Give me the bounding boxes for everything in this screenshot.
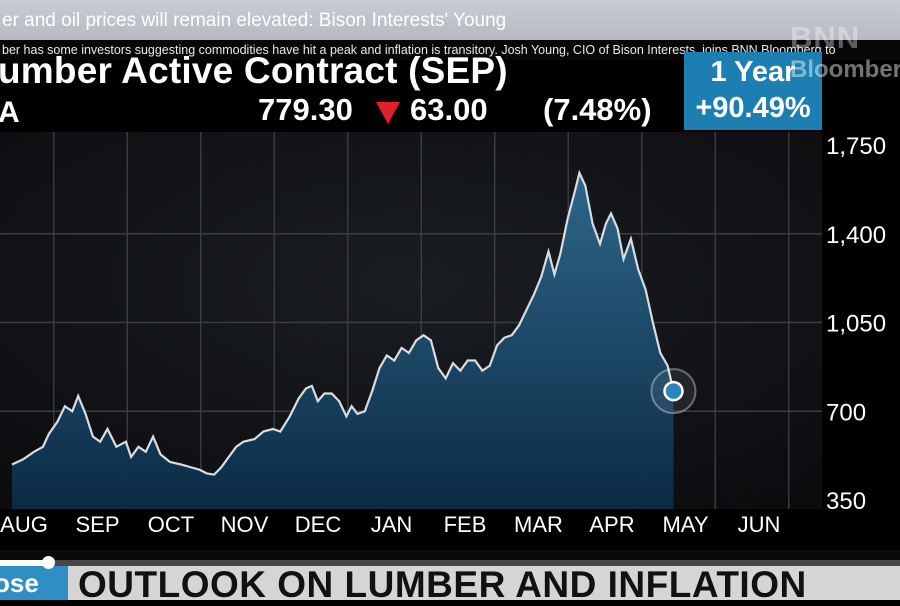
video-title[interactable]: er and oil prices will remain elevated: … [2,10,507,31]
price-change-percent: (7.48%) [543,92,652,127]
x-tick-label: APR [589,512,634,537]
video-title-bar: er and oil prices will remain elevated: … [0,0,900,40]
price-area [12,172,674,509]
lower-third-tag: ose [0,566,68,600]
period-return-box: 1 Year +90.49% [684,52,822,130]
ticker-fragment: A [0,96,20,129]
period-label: 1 Year [710,56,796,88]
video-progress-bar[interactable] [0,556,900,569]
price-line [11,169,675,476]
y-tick-label: 350 [826,488,866,515]
x-tick-label: MAR [514,512,563,537]
last-price: 779.30 [258,92,353,127]
down-arrow-icon [376,102,400,124]
lower-third-banner: ose OUTLOOK ON LUMBER AND INFLATION [0,564,900,605]
x-tick-label: FEB [444,512,487,537]
y-tick-label: 1,400 [826,222,886,249]
video-progress-fill [0,560,48,566]
video-progress-handle[interactable] [42,556,55,569]
bnn-logo: BNN [790,20,861,55]
y-axis-labels: 1,750 1,400 1,050 700 350 [826,133,886,515]
x-tick-label: JAN [371,512,413,537]
lower-third-headline: OUTLOOK ON LUMBER AND INFLATION [78,564,807,605]
last-point-marker [663,380,684,402]
price-change: 63.00 [410,92,488,127]
x-axis-labels: AUG SEP OCT NOV DEC JAN FEB MAR APR MAY JUN [0,512,780,537]
x-tick-label: NOV [221,512,269,537]
period-return: +90.49% [695,92,811,124]
x-tick-label: SEP [75,512,119,537]
y-tick-label: 1,050 [826,311,886,338]
contract-title: umber Active Contract (SEP) [0,50,508,91]
video-description: ber has some investors suggesting commod… [2,43,836,57]
y-tick-label: 700 [826,399,866,426]
x-tick-label: DEC [295,512,342,537]
x-tick-label: OCT [148,512,194,537]
bloomberg-logo: Bloomberg [790,56,900,83]
x-tick-label: JUN [738,512,781,537]
price-chart: 1,750 1,400 1,050 700 350 AUG SEP OCT NOV DEC JAN… [0,132,886,537]
y-tick-label: 1,750 [826,133,886,160]
x-tick-label: MAY [662,512,708,537]
x-tick-label: AUG [0,512,48,537]
video-description-bar: ber has some investors suggesting commod… [0,40,900,60]
